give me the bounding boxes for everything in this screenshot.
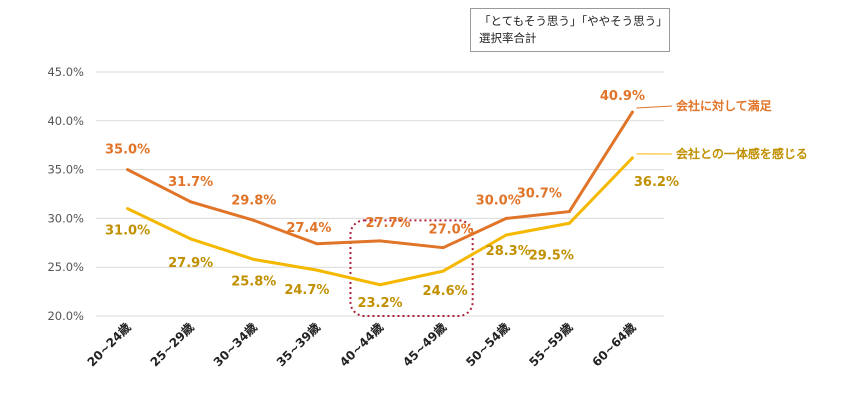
data-label: 28.3% xyxy=(486,244,531,259)
data-label: 25.8% xyxy=(231,274,276,289)
data-point xyxy=(504,233,508,237)
data-point xyxy=(630,110,634,114)
data-point xyxy=(567,210,571,214)
series-name-label: 会社との一体感を感じる xyxy=(676,146,808,161)
y-tick-label: 25.0% xyxy=(47,260,84,274)
chart-note-line-2: 選択率合計 xyxy=(479,31,537,45)
data-label: 36.2% xyxy=(634,175,679,190)
data-label: 29.8% xyxy=(231,193,276,208)
data-label: 23.2% xyxy=(357,296,402,311)
highlight-region xyxy=(349,219,474,318)
y-tick-label: 45.0% xyxy=(47,65,84,79)
x-tick-label: 55~59歳 xyxy=(526,320,576,370)
x-tick-label: 45~49歳 xyxy=(399,320,449,370)
y-tick-label: 40.0% xyxy=(47,114,84,128)
data-point xyxy=(189,237,193,241)
data-point xyxy=(315,242,319,246)
data-point xyxy=(441,269,445,273)
data-label: 24.7% xyxy=(284,283,329,298)
data-label: 27.4% xyxy=(286,221,331,236)
data-point xyxy=(315,268,319,272)
data-point xyxy=(441,246,445,250)
x-tick-label: 50~54歳 xyxy=(463,320,513,370)
data-labels: 35.0% 31.7% 29.8% 27.4% 27.7% 27.0%30.0%30.7%… xyxy=(105,89,679,311)
data-point xyxy=(630,156,634,160)
data-label: 24.6% xyxy=(423,284,468,299)
data-label: 31.0% xyxy=(105,224,150,239)
data-point xyxy=(126,207,130,211)
data-label: 27.7% xyxy=(365,216,410,231)
data-label: 27.0% xyxy=(429,223,474,238)
series-name-label: 会社に対して満足 xyxy=(676,98,772,113)
x-tick-label: 30~34歳 xyxy=(210,320,260,370)
x-tick-label: 35~39歳 xyxy=(273,320,323,370)
y-tick-label: 20.0% xyxy=(47,309,84,323)
x-tick-label: 20~24歳 xyxy=(84,320,134,370)
data-point xyxy=(378,283,382,287)
y-axis-ticks: 20.0% 25.0% 30.0% 35.0% 40.0% 45.0% xyxy=(47,65,84,323)
highlight-box xyxy=(349,219,474,318)
x-tick-label: 40~44歳 xyxy=(336,320,386,370)
chart-note-box: 「とてもそう思う」「ややそう思う」 選択率合計 xyxy=(470,8,670,52)
data-label: 40.9% xyxy=(600,89,645,104)
data-point xyxy=(567,221,571,225)
data-label: 35.0% xyxy=(105,143,150,158)
series-lines xyxy=(126,110,634,287)
gridlines xyxy=(96,71,664,317)
y-tick-label: 35.0% xyxy=(47,163,84,177)
y-tick-label: 30.0% xyxy=(47,211,84,225)
x-axis-ticks: 20~24歳 25~29歳 30~34歳 35~39歳 40~44歳 45~49歳 50~5… xyxy=(84,320,639,370)
data-point xyxy=(252,257,256,261)
data-point xyxy=(189,200,193,204)
x-tick-label: 25~29歳 xyxy=(147,320,197,370)
data-point xyxy=(126,168,130,172)
x-tick-label: 60~64歳 xyxy=(589,320,639,370)
data-label: 30.7% xyxy=(517,187,562,202)
data-label: 27.9% xyxy=(168,256,213,271)
data-point xyxy=(252,218,256,222)
series-leader-line xyxy=(636,105,673,109)
chart-note-line-1: 「とてもそう思う」「ややそう思う」 xyxy=(479,14,668,28)
data-label: 31.7% xyxy=(168,175,213,190)
data-point xyxy=(504,216,508,220)
data-label: 29.5% xyxy=(529,248,574,263)
data-point xyxy=(378,239,382,243)
data-label: 30.0% xyxy=(476,193,521,208)
